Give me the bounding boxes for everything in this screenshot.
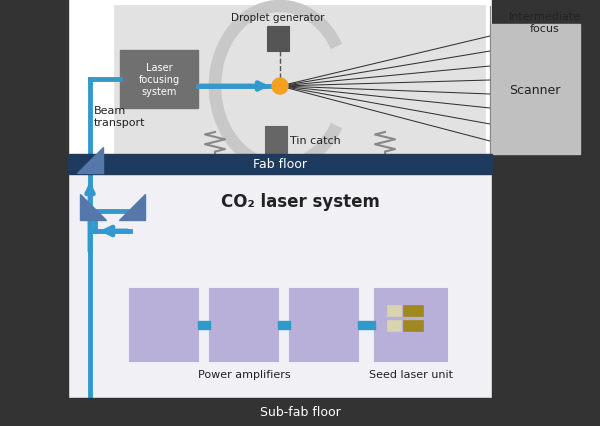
Bar (492, 0, 600, 167)
Bar (403, 320, 423, 331)
Bar (0, 398, 600, 426)
Bar (278, 321, 290, 329)
Polygon shape (77, 148, 103, 173)
Bar (267, 27, 289, 52)
Bar (210, 289, 278, 361)
Circle shape (272, 79, 288, 95)
Text: Power amplifiers: Power amplifiers (197, 369, 290, 379)
Bar (403, 305, 423, 316)
Bar (0, 167, 68, 398)
Text: Beam
transport: Beam transport (94, 106, 146, 127)
Text: Laser
focusing
system: Laser focusing system (139, 63, 179, 96)
Text: Intermediate
focus: Intermediate focus (509, 12, 581, 34)
Text: Fab floor: Fab floor (253, 158, 307, 171)
Bar (490, 25, 580, 155)
Bar (198, 321, 210, 329)
Text: Sub-fab floor: Sub-fab floor (260, 406, 340, 418)
Bar (0, 0, 68, 167)
Bar (387, 305, 401, 316)
Text: Seed laser unit: Seed laser unit (369, 369, 453, 379)
Text: Scanner: Scanner (509, 83, 560, 96)
Polygon shape (119, 195, 145, 221)
Bar (375, 289, 447, 361)
Bar (115, 7, 485, 155)
Text: CO₂ laser system: CO₂ laser system (221, 193, 379, 210)
Bar (120, 51, 198, 109)
Bar (290, 289, 358, 361)
Bar (358, 321, 375, 329)
Text: Tin catch: Tin catch (290, 136, 341, 146)
Text: Droplet generator: Droplet generator (231, 13, 325, 23)
Bar (130, 289, 198, 361)
Bar (68, 155, 492, 175)
Bar (387, 320, 401, 331)
Bar (265, 127, 287, 155)
Bar (492, 167, 600, 398)
Bar (68, 167, 492, 398)
Polygon shape (80, 195, 106, 221)
